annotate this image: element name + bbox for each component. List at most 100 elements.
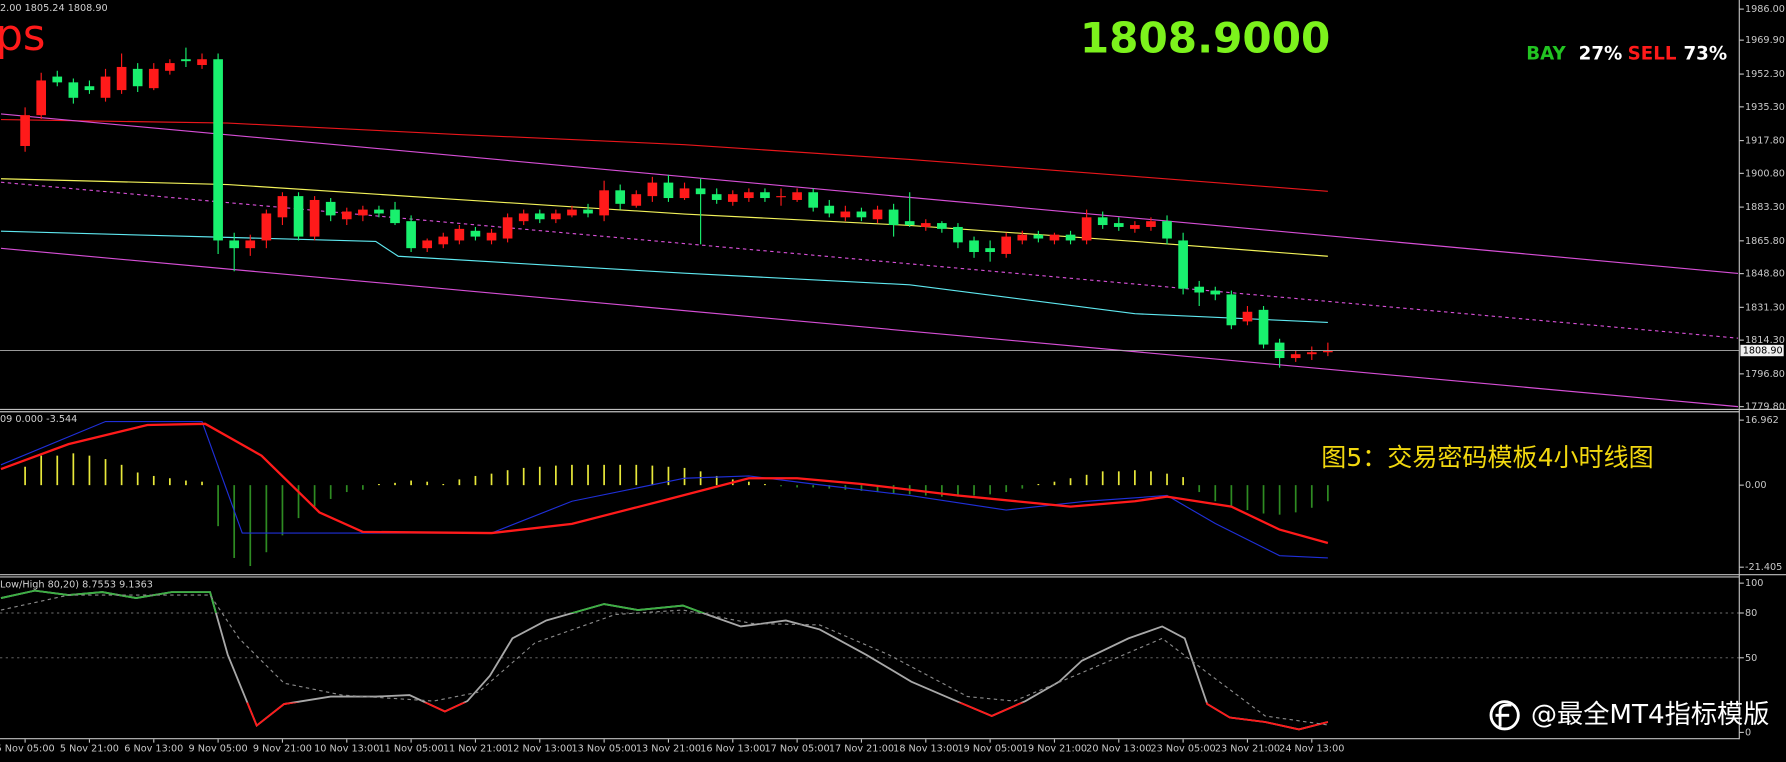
candle-body [486,232,497,241]
histogram-bar [345,485,348,493]
candle-body [84,86,95,91]
histogram-bar [394,482,396,486]
histogram-bar [1278,485,1281,515]
candle-body [663,182,674,199]
y-tick-label: 1865.80 [1745,236,1785,247]
histogram-bar [651,465,654,486]
histogram-bar [1262,485,1265,514]
histogram-bar [297,485,300,519]
candle-body [985,248,995,253]
histogram-bar [555,465,557,486]
histogram-bar [699,471,702,486]
last-price-box [1740,344,1784,357]
candle-body [888,209,899,226]
candle-body [1097,217,1108,226]
candle-body [808,192,819,208]
annotation: 图5：交易密码模板4小时线图 [1321,443,1653,472]
x-tick-label: 13 Nov 21:00 [636,743,701,754]
histogram-bar [941,485,943,497]
candle-body [953,226,963,243]
candle-body [116,66,127,91]
watermark-logo [1489,700,1520,731]
candle-body [695,188,706,195]
histogram-bar [169,478,171,486]
histogram-bar [249,485,252,567]
y-tick-label: 1848.80 [1745,269,1785,280]
histogram-bar [490,473,493,486]
histogram-bar [667,466,670,486]
histogram-bar [876,485,879,493]
x-tick-label: 17 Nov 05:00 [765,743,830,754]
candle-body [518,213,529,222]
histogram-bar [410,480,412,486]
histogram-bar [329,485,332,499]
histogram-bar [1166,473,1168,486]
histogram-bar [24,466,26,486]
y-tick-label: 1831.30 [1745,302,1785,313]
x-tick-label: 10 Nov 13:00 [314,743,379,754]
histogram-bar [1037,483,1040,486]
candle-body [374,209,384,214]
panel [0,589,1740,731]
histogram-bar [812,485,815,488]
candle-body [197,59,207,66]
candle-body [647,182,658,197]
candle-body [1242,311,1253,322]
last-price-label: 1808.90 [1743,346,1783,357]
candle-body [1049,234,1060,241]
histogram-bar [973,485,975,496]
histogram-bar [1182,477,1184,486]
histogram-bar [635,464,638,486]
histogram-bar [313,485,316,507]
candle-body [165,63,175,71]
histogram-bar [378,483,380,486]
candle-body [100,76,111,98]
candle-body [1033,234,1044,239]
candle-body [502,217,513,239]
candle-body [1210,290,1221,295]
y-tick-label: 1952.30 [1745,69,1785,80]
x-tick-label: 16 Nov 13:00 [700,743,765,754]
histogram-bar [426,481,429,486]
candle-body [36,80,47,116]
x-tick-label: 23 Nov 05:00 [1151,743,1216,754]
candle-body [1194,286,1205,293]
histogram-bar [1246,485,1249,511]
y-tick-label: 1796.80 [1745,369,1785,380]
candle-body [1113,223,1124,227]
histogram-bar [506,470,509,486]
stochastic-header: Low/High 80,20) 8.7553 9.1363 [0,579,153,590]
histogram-bar [1198,485,1201,493]
histogram-bar [748,481,750,486]
candle-body [824,205,835,214]
candle-body [20,115,30,146]
candle-body [1081,217,1092,241]
histogram-bar [217,485,219,527]
candle-body [679,188,690,199]
histogram-bar [860,485,863,491]
indicator-line [0,247,1739,408]
histogram-bar [1327,485,1329,502]
candle-body [1290,354,1301,359]
histogram-bar [957,485,959,497]
candle-body [132,68,143,87]
candle-body [856,211,867,218]
histogram-bar [1101,471,1104,486]
chart-layers [0,47,1740,731]
x-tick-label: 11 Nov 21:00 [443,743,508,754]
candle-body [1162,221,1172,239]
histogram-bar [538,466,541,486]
candle-body [534,213,545,220]
candle-body [438,236,449,245]
histogram-bar [619,464,622,486]
panel [0,47,1740,408]
indicator-line [0,178,1328,257]
y-tick-label: 1969.90 [1745,35,1785,46]
histogram-bar [1294,485,1297,513]
candle-body [792,192,802,200]
y-tick-label: -21.405 [1745,562,1782,573]
